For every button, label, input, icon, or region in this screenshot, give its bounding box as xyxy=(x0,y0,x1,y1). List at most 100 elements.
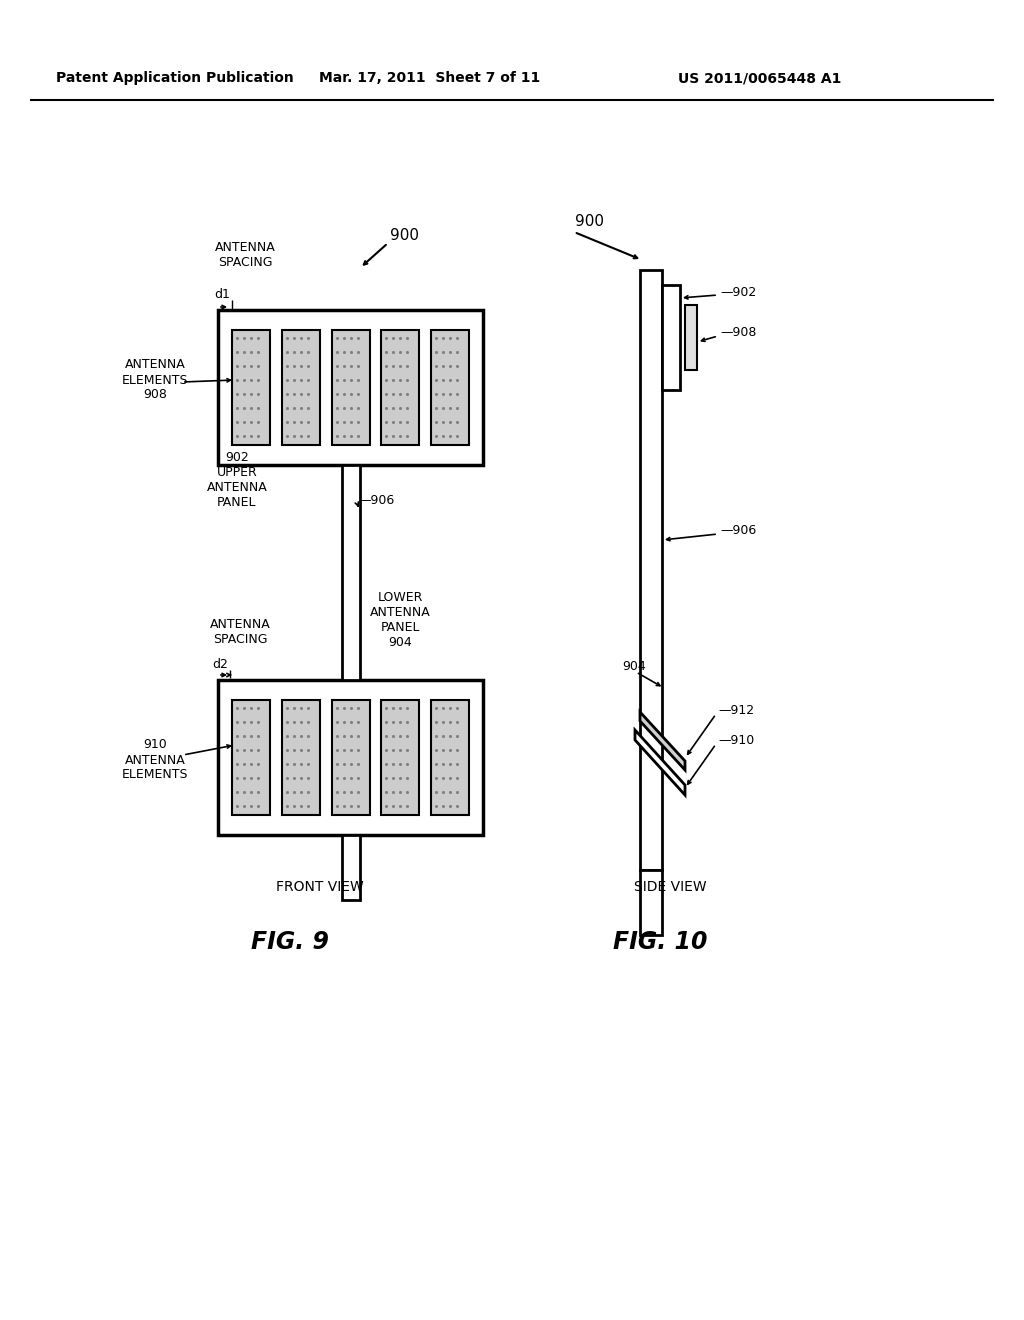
Point xyxy=(300,697,316,718)
Point xyxy=(250,355,266,376)
Point xyxy=(300,412,316,433)
Point xyxy=(392,711,409,733)
Point xyxy=(435,726,452,747)
Point xyxy=(428,711,444,733)
Point xyxy=(335,697,351,718)
Point xyxy=(449,327,465,348)
Point xyxy=(399,726,416,747)
Point xyxy=(300,425,316,446)
Point xyxy=(335,355,351,376)
Point xyxy=(449,370,465,391)
Point xyxy=(300,781,316,803)
Point xyxy=(342,754,358,775)
Point xyxy=(236,711,252,733)
Point xyxy=(286,342,302,363)
Point xyxy=(449,726,465,747)
Point xyxy=(236,370,252,391)
Polygon shape xyxy=(640,711,685,770)
Point xyxy=(300,342,316,363)
Bar xyxy=(218,680,483,836)
Point xyxy=(441,355,458,376)
Point xyxy=(441,370,458,391)
Point xyxy=(293,383,309,404)
Point xyxy=(428,796,444,817)
Point xyxy=(243,355,259,376)
Point xyxy=(279,412,295,433)
Point xyxy=(428,342,444,363)
Point xyxy=(228,342,245,363)
Point xyxy=(342,781,358,803)
Text: Mar. 17, 2011  Sheet 7 of 11: Mar. 17, 2011 Sheet 7 of 11 xyxy=(319,71,541,84)
Point xyxy=(399,754,416,775)
Point xyxy=(293,355,309,376)
Point xyxy=(385,739,401,760)
Point xyxy=(399,370,416,391)
Point xyxy=(286,425,302,446)
Point xyxy=(279,754,295,775)
Point xyxy=(441,767,458,788)
Point xyxy=(342,711,358,733)
Point xyxy=(243,767,259,788)
Text: —906: —906 xyxy=(720,524,757,536)
Point xyxy=(279,342,295,363)
Point xyxy=(228,697,245,718)
Bar xyxy=(282,330,319,445)
Point xyxy=(279,781,295,803)
Point xyxy=(286,767,302,788)
Point xyxy=(435,370,452,391)
Point xyxy=(435,739,452,760)
Point xyxy=(335,726,351,747)
Point xyxy=(236,767,252,788)
Point xyxy=(378,767,394,788)
Point xyxy=(300,370,316,391)
Point xyxy=(449,754,465,775)
Point xyxy=(449,383,465,404)
Point xyxy=(441,412,458,433)
Point xyxy=(342,739,358,760)
Point xyxy=(286,697,302,718)
Point xyxy=(392,754,409,775)
Point xyxy=(243,342,259,363)
Point xyxy=(342,327,358,348)
Text: US 2011/0065448 A1: US 2011/0065448 A1 xyxy=(678,71,842,84)
Point xyxy=(378,342,394,363)
Point xyxy=(279,711,295,733)
Point xyxy=(349,383,366,404)
Point xyxy=(286,383,302,404)
Point xyxy=(385,796,401,817)
Point xyxy=(435,754,452,775)
Point xyxy=(286,781,302,803)
Point xyxy=(349,327,366,348)
Point xyxy=(449,781,465,803)
Bar xyxy=(282,700,319,814)
Point xyxy=(392,327,409,348)
Point xyxy=(243,726,259,747)
Point xyxy=(435,796,452,817)
Point xyxy=(399,383,416,404)
Point xyxy=(441,754,458,775)
Point xyxy=(435,425,452,446)
Point xyxy=(385,711,401,733)
Point xyxy=(428,397,444,418)
Text: d1: d1 xyxy=(214,289,230,301)
Point xyxy=(385,726,401,747)
Point xyxy=(243,397,259,418)
Point xyxy=(250,711,266,733)
Point xyxy=(250,383,266,404)
Point xyxy=(349,355,366,376)
Point xyxy=(449,412,465,433)
Point xyxy=(349,697,366,718)
Point xyxy=(435,412,452,433)
Point xyxy=(236,739,252,760)
Point xyxy=(335,370,351,391)
Point xyxy=(286,754,302,775)
Text: 902
UPPER
ANTENNA
PANEL: 902 UPPER ANTENNA PANEL xyxy=(207,451,267,510)
Point xyxy=(300,796,316,817)
Point xyxy=(243,796,259,817)
Point xyxy=(335,327,351,348)
Point xyxy=(250,397,266,418)
Bar xyxy=(341,465,359,680)
Text: SIDE VIEW: SIDE VIEW xyxy=(634,880,707,894)
Point xyxy=(399,796,416,817)
Point xyxy=(349,767,366,788)
